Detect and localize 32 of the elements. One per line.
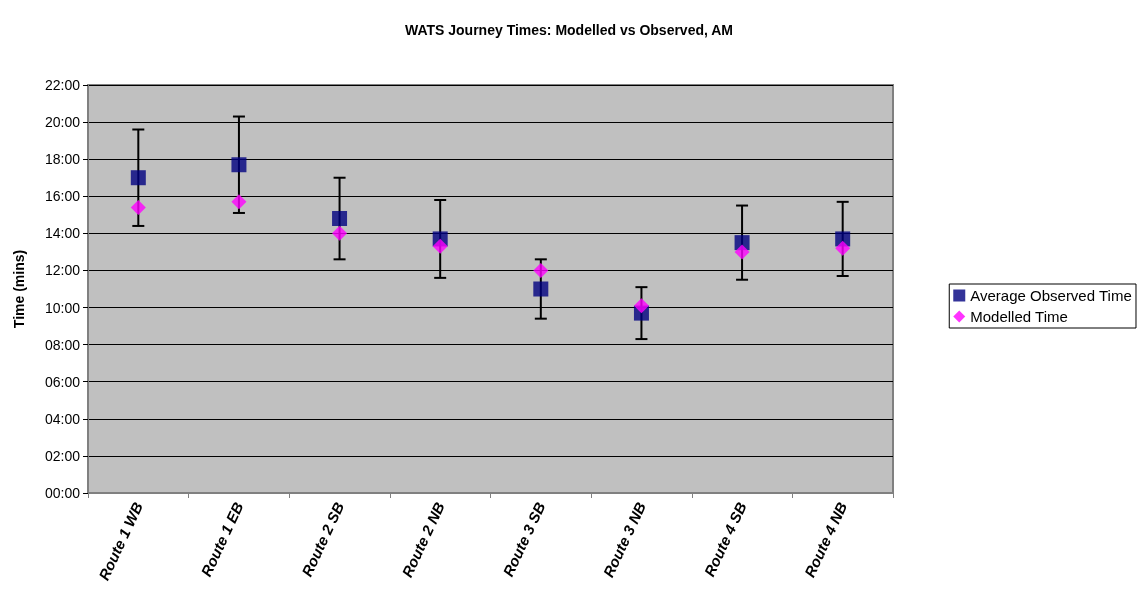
- x-tick-label: Route 3 SB: [499, 499, 549, 580]
- y-tick-label: 10:00: [44, 299, 81, 316]
- y-tick-label: 04:00: [44, 410, 81, 427]
- y-tick-label: 20:00: [44, 114, 81, 131]
- x-tick-label: Route 3 NB: [599, 499, 650, 580]
- y-tick-label: 14:00: [44, 225, 81, 242]
- point: [332, 211, 348, 227]
- point: [533, 281, 549, 297]
- point: [332, 225, 348, 241]
- point: [130, 199, 146, 215]
- y-axis-title: Time (mins): [11, 249, 27, 329]
- point: [130, 170, 146, 186]
- legend-label: Average Observed Time: [970, 287, 1132, 304]
- x-tick-label: Route 4 SB: [700, 499, 750, 580]
- point: [835, 240, 851, 256]
- y-tick-label: 22:00: [44, 77, 81, 93]
- chart-title: WATS Journey Times: Modelled vs Observed, AM: [404, 22, 734, 38]
- y-tick-label: 06:00: [44, 373, 81, 390]
- legend-label: Modelled Time: [970, 308, 1068, 325]
- point: [734, 244, 750, 260]
- y-tick-label: 02:00: [44, 447, 81, 464]
- point: [432, 238, 448, 254]
- y-tick-label: 12:00: [44, 262, 81, 279]
- y-tick-label: 18:00: [44, 151, 81, 168]
- y-tick-label: 08:00: [44, 336, 81, 353]
- point: [533, 262, 549, 278]
- y-tick-label: 00:00: [44, 485, 81, 501]
- y-tick-label: 16:00: [44, 188, 81, 205]
- point: [231, 194, 247, 210]
- point: [231, 157, 247, 173]
- x-tick-label: Route 1 EB: [197, 499, 247, 580]
- point: [633, 298, 649, 314]
